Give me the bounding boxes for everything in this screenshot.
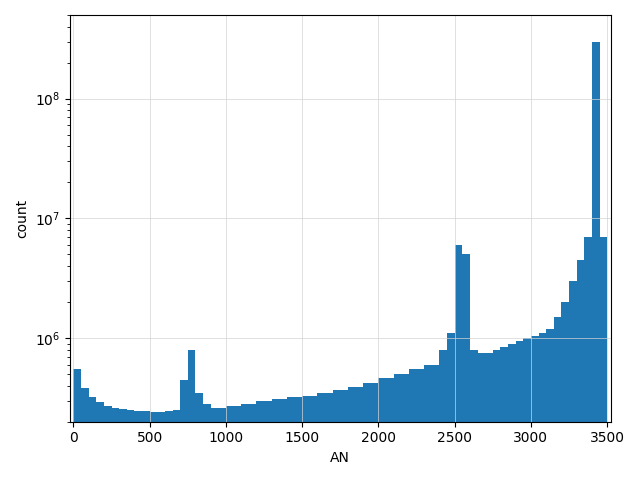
- Bar: [485, 353, 493, 480]
- Bar: [302, 396, 310, 480]
- Bar: [317, 393, 325, 480]
- Bar: [600, 237, 607, 480]
- Bar: [493, 349, 500, 480]
- Bar: [241, 404, 249, 480]
- Bar: [234, 406, 241, 480]
- Bar: [554, 317, 561, 480]
- Bar: [546, 329, 554, 480]
- Bar: [81, 388, 88, 480]
- Bar: [157, 412, 165, 480]
- Bar: [447, 333, 454, 480]
- Bar: [294, 397, 302, 480]
- Bar: [417, 369, 424, 480]
- Bar: [340, 390, 348, 480]
- X-axis label: AN: AN: [330, 451, 350, 465]
- Bar: [432, 365, 440, 480]
- Bar: [348, 387, 356, 480]
- Bar: [218, 408, 226, 480]
- Bar: [325, 393, 333, 480]
- Bar: [173, 410, 180, 480]
- Bar: [333, 390, 340, 480]
- Bar: [287, 397, 294, 480]
- Bar: [577, 260, 584, 480]
- Bar: [271, 399, 279, 480]
- Bar: [211, 408, 218, 480]
- Bar: [96, 402, 104, 480]
- Bar: [188, 349, 195, 480]
- Bar: [508, 344, 516, 480]
- Bar: [454, 245, 462, 480]
- Bar: [127, 410, 134, 480]
- Bar: [584, 237, 592, 480]
- Bar: [195, 393, 203, 480]
- Bar: [257, 401, 264, 480]
- Bar: [249, 404, 257, 480]
- Bar: [142, 411, 150, 480]
- Bar: [74, 369, 81, 480]
- Bar: [561, 302, 569, 480]
- Bar: [477, 353, 485, 480]
- Bar: [378, 378, 386, 480]
- Bar: [386, 378, 394, 480]
- Bar: [371, 383, 378, 480]
- Bar: [424, 365, 432, 480]
- Bar: [401, 374, 409, 480]
- Bar: [111, 408, 119, 480]
- Bar: [569, 281, 577, 480]
- Bar: [119, 409, 127, 480]
- Bar: [134, 411, 142, 480]
- Bar: [394, 374, 401, 480]
- Bar: [409, 369, 417, 480]
- Bar: [500, 347, 508, 480]
- Bar: [88, 397, 96, 480]
- Bar: [470, 349, 477, 480]
- Bar: [264, 401, 271, 480]
- Bar: [516, 341, 524, 480]
- Bar: [440, 349, 447, 480]
- Bar: [524, 338, 531, 480]
- Bar: [310, 396, 317, 480]
- Bar: [165, 411, 173, 480]
- Bar: [279, 399, 287, 480]
- Bar: [104, 406, 111, 480]
- Bar: [538, 333, 546, 480]
- Bar: [180, 380, 188, 480]
- Bar: [592, 42, 600, 480]
- Bar: [531, 336, 538, 480]
- Bar: [150, 412, 157, 480]
- Bar: [462, 254, 470, 480]
- Y-axis label: count: count: [15, 199, 29, 238]
- Bar: [203, 404, 211, 480]
- Bar: [363, 383, 371, 480]
- Bar: [226, 406, 234, 480]
- Bar: [356, 387, 363, 480]
